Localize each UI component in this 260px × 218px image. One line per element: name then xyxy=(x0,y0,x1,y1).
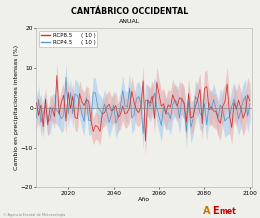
Y-axis label: Cambio en precipitaciones intensas (%): Cambio en precipitaciones intensas (%) xyxy=(14,45,19,170)
X-axis label: Año: Año xyxy=(138,197,150,202)
Legend: RCP8.5     ( 10 ), RCP4.5     ( 10 ): RCP8.5 ( 10 ), RCP4.5 ( 10 ) xyxy=(39,31,98,47)
Text: met: met xyxy=(220,207,236,216)
Text: © Agencia Estatal de Meteorología: © Agencia Estatal de Meteorología xyxy=(3,213,65,217)
Text: E: E xyxy=(212,206,218,216)
Text: ANUAL: ANUAL xyxy=(119,19,141,24)
Text: A: A xyxy=(203,206,210,216)
Text: CANTÁBRICO OCCIDENTAL: CANTÁBRICO OCCIDENTAL xyxy=(71,7,189,15)
